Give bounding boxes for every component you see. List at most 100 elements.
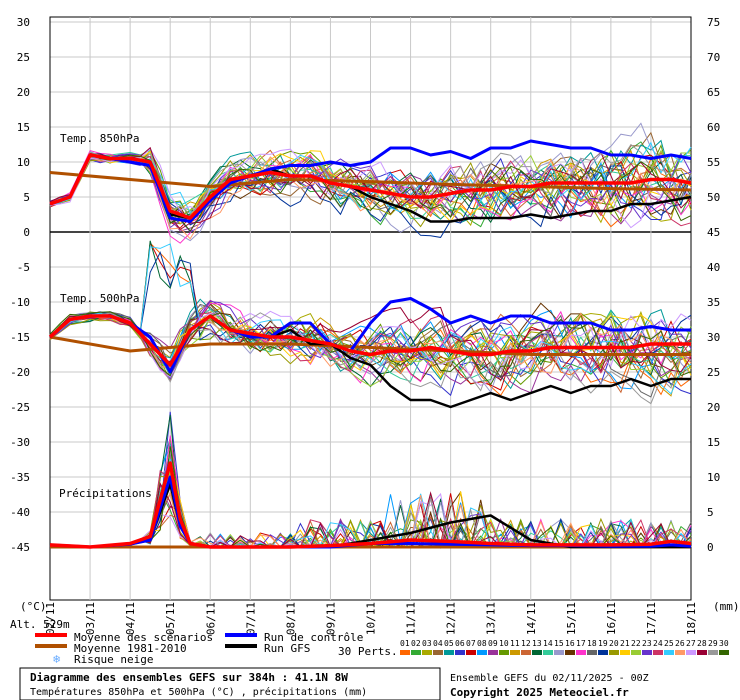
x-tick-label: 02/11	[44, 602, 57, 635]
x-tick-label: 15/11	[565, 602, 578, 635]
series-precip-moyenne-des-sc-narios	[49, 461, 692, 549]
right-unit: (mm)	[713, 600, 740, 613]
label-t500: Temp. 500hPa	[60, 292, 139, 305]
pert-label-19: 19	[598, 639, 608, 648]
y-left-tick: -45	[10, 541, 30, 554]
pert-label-05: 05	[444, 639, 454, 648]
pert-swatch-16	[565, 650, 575, 655]
x-tick-label: 03/11	[84, 602, 97, 635]
pert-swatch-24	[653, 650, 663, 655]
pert-swatch-18	[587, 650, 597, 655]
y-left-tick: 5	[23, 191, 30, 204]
legend-label-mean: Moyenne des scénarios	[74, 631, 213, 644]
y-left-tick: 0	[23, 226, 30, 239]
pert-label-08: 08	[477, 639, 487, 648]
series-t850-moyenne-des-sc-narios	[49, 153, 692, 220]
y-right-tick: 5	[707, 506, 714, 519]
legend-swatch-mean	[35, 633, 67, 637]
member-line-t500-09	[49, 299, 692, 394]
member-line-t850-27	[49, 148, 692, 229]
y-left-tick: -25	[10, 401, 30, 414]
y-axis-left: 30 25 20 15 10 5 0 -5 -10 -15 -20 -25 -30 -35 -40 -45	[10, 16, 30, 554]
y-left-tick: -15	[10, 331, 30, 344]
pert-swatch-14	[543, 650, 553, 655]
legend-label-control: Run de contrôle	[264, 631, 363, 644]
pert-swatch-11	[510, 650, 520, 655]
pert-swatch-10	[499, 650, 509, 655]
x-tick-label: 08/11	[284, 602, 297, 635]
y-right-tick: 75	[707, 16, 720, 29]
member-line-t500-20	[49, 314, 692, 381]
pert-swatch-08	[477, 650, 487, 655]
x-axis: 02/11 03/11 04/11 05/11 06/11 07/11 08/11 09/11…	[44, 602, 698, 635]
x-tick-label: 13/11	[485, 602, 498, 635]
x-tick-label: 05/11	[164, 602, 177, 635]
y-left-tick: -40	[10, 506, 30, 519]
member-line-t500-27	[49, 310, 692, 386]
pert-label-29: 29	[708, 639, 718, 648]
pert-label-02: 02	[411, 639, 421, 648]
y-right-tick: 70	[707, 51, 720, 64]
pert-label-21: 21	[620, 639, 630, 648]
copyright: Copyright 2025 Meteociel.fr	[450, 686, 629, 699]
pert-swatch-26	[675, 650, 685, 655]
y-right-tick: 60	[707, 121, 720, 134]
x-tick-label: 10/11	[365, 602, 378, 635]
y-right-tick: 65	[707, 86, 720, 99]
pert-swatch-30	[719, 650, 729, 655]
pert-label-25: 25	[664, 639, 674, 648]
x-tick-label: 09/11	[324, 602, 337, 635]
y-left-tick: -35	[10, 471, 30, 484]
pert-swatch-05	[444, 650, 454, 655]
x-tick-label: 12/11	[445, 602, 458, 635]
pert-label-28: 28	[697, 639, 707, 648]
y-left-tick: -5	[17, 261, 30, 274]
pert-swatch-15	[554, 650, 564, 655]
series-t500-moyenne-des-sc-narios	[48, 314, 691, 367]
y-right-tick: 30	[707, 331, 720, 344]
pert-label-09: 09	[488, 639, 498, 648]
pert-swatch-03	[422, 650, 432, 655]
pert-swatch-23	[642, 650, 652, 655]
pert-label-27: 27	[686, 639, 696, 648]
pert-label-10: 10	[499, 639, 509, 648]
pert-label-04: 04	[433, 639, 443, 648]
pert-label-15: 15	[554, 639, 564, 648]
series-t850-run-de-contr-le	[49, 139, 692, 223]
legend-swatch-gfs	[225, 644, 257, 648]
x-tick-label: 07/11	[244, 602, 257, 635]
chart-title: Diagramme des ensembles GEFS sur 384h : …	[30, 671, 348, 684]
y-right-tick: 0	[707, 541, 714, 554]
pert-swatch-13	[532, 650, 542, 655]
y-right-tick: 25	[707, 366, 720, 379]
legend-label-climate: Moyenne 1981-2010	[74, 642, 187, 655]
y-right-tick: 50	[707, 191, 720, 204]
pert-swatch-06	[455, 650, 465, 655]
main-series	[48, 139, 692, 549]
pert-label-30: 30	[719, 639, 729, 648]
x-tick-label: 17/11	[645, 602, 658, 635]
pert-label-12: 12	[521, 639, 531, 648]
pert-label-03: 03	[422, 639, 432, 648]
pert-label-24: 24	[653, 639, 663, 648]
legend-label-gfs: Run GFS	[264, 642, 310, 655]
y-right-tick: 40	[707, 261, 720, 274]
legend-swatch-climate	[35, 644, 67, 648]
pert-swatch-20	[609, 650, 619, 655]
x-tick-label: 14/11	[525, 602, 538, 635]
pert-label-06: 06	[455, 639, 465, 648]
snowflake-icon: ❄	[53, 652, 60, 666]
pert-swatch-07	[466, 650, 476, 655]
y-left-tick: 20	[17, 86, 30, 99]
y-right-tick: 10	[707, 471, 720, 484]
label-precip: Précipitations	[59, 487, 152, 500]
chart-subtitle: Températures 850hPa et 500hPa (°C) , pré…	[30, 686, 367, 698]
x-tick-label: 18/11	[685, 602, 698, 635]
pert-swatch-22	[631, 650, 641, 655]
altitude-label: Alt. 529m	[10, 618, 70, 631]
x-tick-label: 16/11	[605, 602, 618, 635]
pert-label-13: 13	[532, 639, 542, 648]
pert-swatch-28	[697, 650, 707, 655]
pert-swatch-27	[686, 650, 696, 655]
